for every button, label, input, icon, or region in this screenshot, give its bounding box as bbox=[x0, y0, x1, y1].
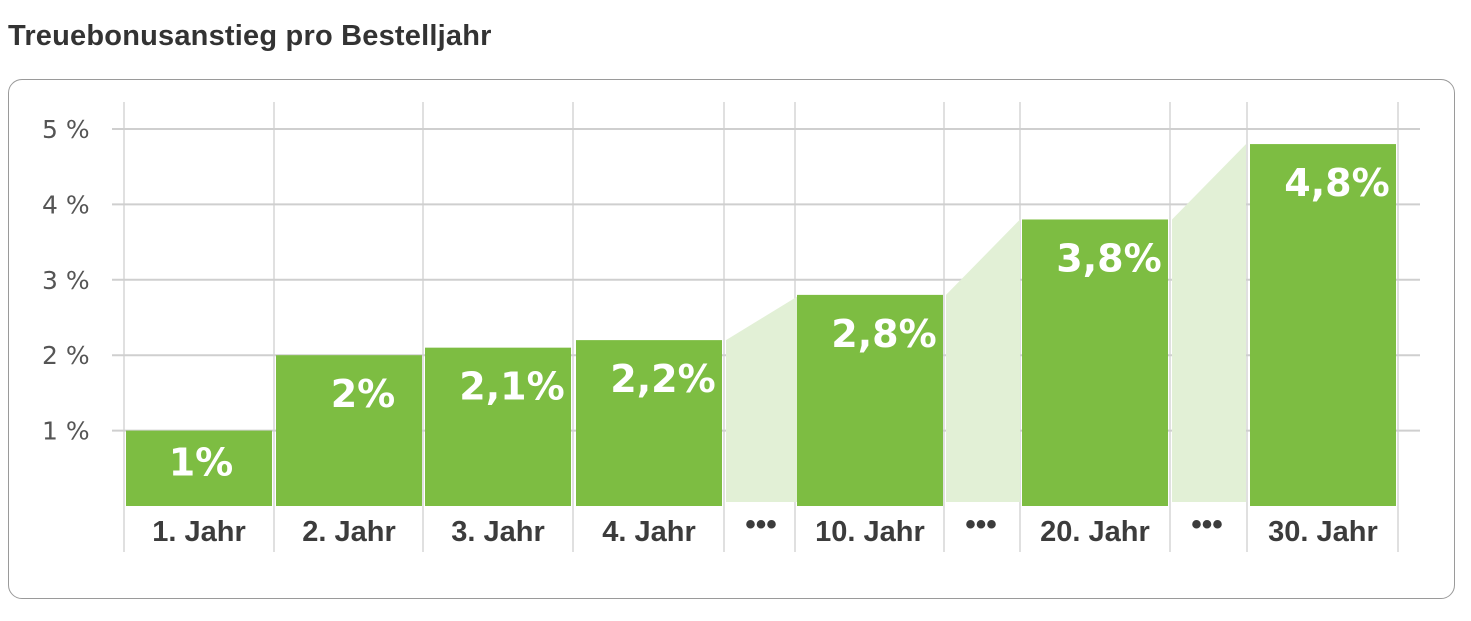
data-label: 2,2% bbox=[610, 357, 715, 401]
gap-marker: ••• bbox=[1191, 508, 1223, 541]
y-tick-label: 2 % bbox=[42, 341, 90, 370]
bar bbox=[1250, 144, 1396, 506]
x-tick-label: 4. Jahr bbox=[602, 516, 696, 548]
bar bbox=[126, 430, 272, 506]
x-tick-label: 2. Jahr bbox=[302, 516, 396, 548]
gap-fill bbox=[726, 294, 800, 502]
data-label: 1% bbox=[169, 441, 234, 485]
bar bbox=[276, 355, 422, 506]
x-tick-label: 30. Jahr bbox=[1268, 516, 1378, 548]
bar bbox=[797, 294, 943, 506]
x-tick-label: 3. Jahr bbox=[451, 516, 545, 548]
data-label: 2% bbox=[331, 372, 396, 416]
data-label: 2,8% bbox=[831, 312, 936, 356]
gap-marker: ••• bbox=[965, 508, 997, 541]
gap-marker: ••• bbox=[745, 508, 777, 541]
gap-fills bbox=[726, 144, 1246, 503]
gap-fill bbox=[946, 219, 1020, 503]
data-label: 4,8% bbox=[1284, 161, 1389, 205]
y-tick-label: 1 % bbox=[42, 417, 90, 446]
gap-fill bbox=[1172, 144, 1246, 502]
data-labels: 1% 2% 2,1% 2,2% 2,8% 3,8% 4,8% bbox=[169, 161, 1390, 485]
x-tick-label: 20. Jahr bbox=[1040, 516, 1150, 548]
bars bbox=[126, 144, 1396, 507]
bar bbox=[1022, 219, 1168, 507]
y-tick-label: 5 % bbox=[42, 115, 90, 144]
x-tick-label: 1. Jahr bbox=[152, 516, 246, 548]
data-label: 3,8% bbox=[1056, 236, 1161, 280]
x-tick-label: 10. Jahr bbox=[815, 516, 925, 548]
y-tick-label: 3 % bbox=[42, 266, 90, 295]
bar bbox=[425, 347, 571, 506]
y-axis-ticks: 1 % 2 % 3 % 4 % 5 % bbox=[42, 115, 90, 446]
data-label: 2,1% bbox=[459, 365, 564, 409]
x-axis-ticks: 1. Jahr 2. Jahr 3. Jahr 4. Jahr 10. Jahr 20. … bbox=[152, 508, 1378, 548]
bar bbox=[576, 340, 722, 506]
chart-title: Treuebonusanstieg pro Bestelljahr bbox=[8, 20, 492, 52]
y-tick-label: 4 % bbox=[42, 190, 90, 219]
